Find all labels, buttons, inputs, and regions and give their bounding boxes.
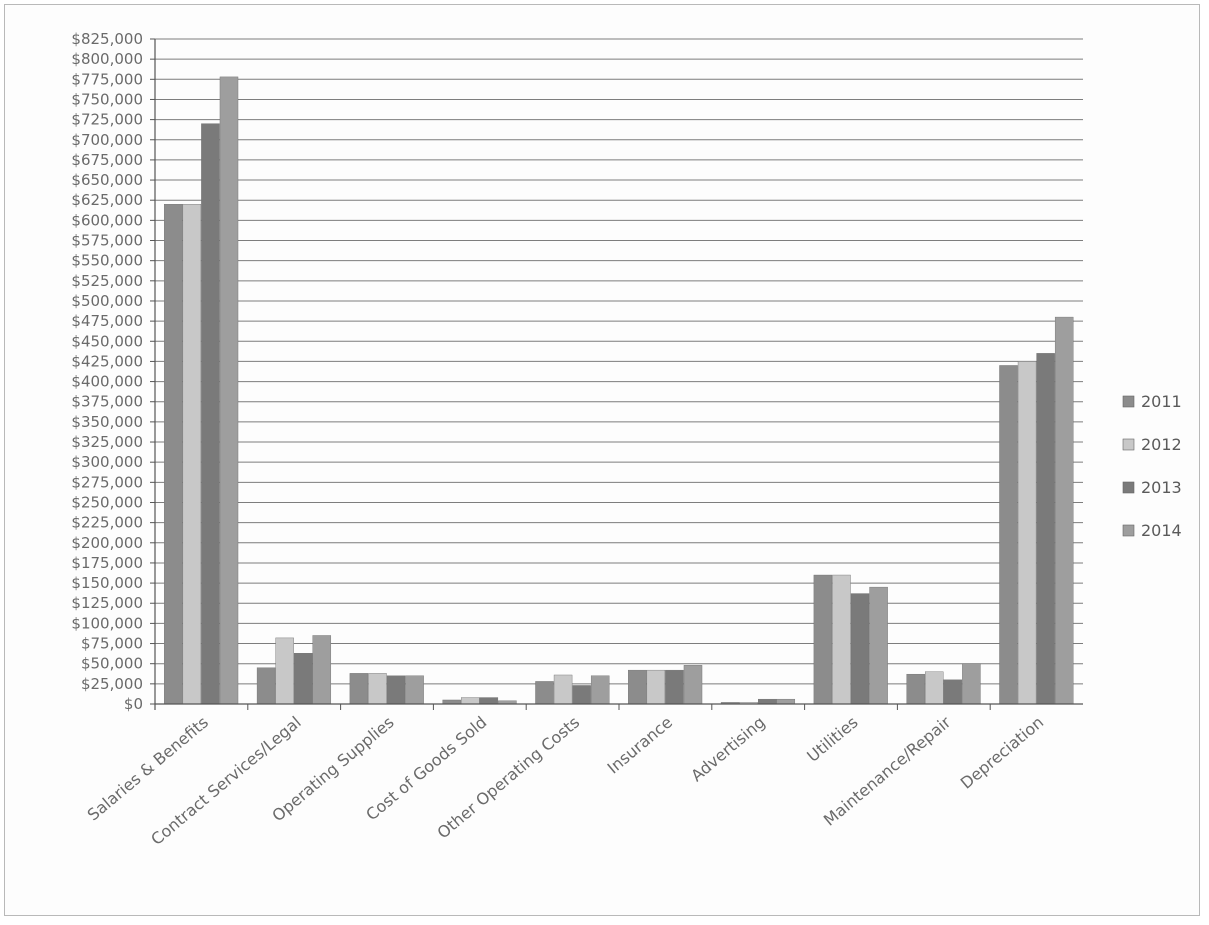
bar xyxy=(461,697,480,705)
bar-chart: $0 $25,000 $50,000 $75,000 $100,000 $125,000 $… xyxy=(71,30,1182,849)
y-tick-label: $300,000 xyxy=(71,453,143,471)
y-tick-label: $0 xyxy=(124,695,143,713)
bar xyxy=(275,637,294,705)
legend-swatch xyxy=(1122,524,1135,537)
x-category-label: Depreciation xyxy=(957,713,1047,793)
y-tick-label: $500,000 xyxy=(71,292,143,310)
legend-label: 2013 xyxy=(1141,478,1182,497)
legend-label: 2012 xyxy=(1141,435,1182,454)
y-tick-label: $175,000 xyxy=(71,554,143,572)
y-tick-label: $800,000 xyxy=(71,50,143,68)
bar xyxy=(628,669,647,705)
bar xyxy=(219,76,239,705)
bar xyxy=(572,685,591,705)
axes xyxy=(154,39,1083,710)
bar xyxy=(813,574,833,705)
bar xyxy=(665,669,684,705)
y-tick-label: $275,000 xyxy=(71,473,143,491)
bar xyxy=(256,667,276,705)
bar xyxy=(906,673,925,705)
bar xyxy=(758,698,777,705)
y-tick-label: $550,000 xyxy=(71,252,143,270)
x-category-label: Insurance xyxy=(604,713,676,778)
y-tick-label: $325,000 xyxy=(71,433,143,451)
legend: 2011 2012 2013 2014 xyxy=(1122,392,1182,540)
y-axis-tick-labels: $0 $25,000 $50,000 $75,000 $100,000 $125,000 $… xyxy=(71,30,143,713)
bar xyxy=(776,698,796,705)
bar xyxy=(999,365,1018,705)
bar xyxy=(479,697,499,705)
y-tick-label: $375,000 xyxy=(71,393,143,411)
bar xyxy=(1036,353,1055,705)
x-category-label: Advertising xyxy=(687,713,769,786)
x-category-label: Contract Services/Legal xyxy=(147,713,304,849)
bar xyxy=(1017,361,1037,705)
y-tick-label: $200,000 xyxy=(71,534,143,552)
y-tick-label: $425,000 xyxy=(71,352,143,370)
y-tick-label: $475,000 xyxy=(71,312,143,330)
x-category-label: Utilities xyxy=(803,713,861,766)
y-tick-label: $400,000 xyxy=(71,373,143,391)
y-tick-label: $625,000 xyxy=(71,191,143,209)
y-tick-label: $50,000 xyxy=(81,655,143,673)
y-tick-label: $750,000 xyxy=(71,90,143,108)
y-tick-label: $125,000 xyxy=(71,594,143,612)
y-tick-label: $600,000 xyxy=(71,211,143,229)
chart-frame: $0 $25,000 $50,000 $75,000 $100,000 $125,000 $… xyxy=(4,4,1200,916)
y-tick-label: $100,000 xyxy=(71,614,143,632)
bar xyxy=(182,204,202,705)
bar xyxy=(590,675,610,705)
y-tick-label: $450,000 xyxy=(71,332,143,350)
bar xyxy=(201,123,220,705)
bar xyxy=(646,669,666,705)
y-tick-label: $225,000 xyxy=(71,514,143,532)
bar xyxy=(442,699,461,705)
y-tick-label: $825,000 xyxy=(71,30,143,48)
y-tick-label: $775,000 xyxy=(71,70,143,88)
gridlines xyxy=(150,38,1083,705)
bar xyxy=(553,674,573,705)
bar xyxy=(962,663,981,705)
bar xyxy=(850,593,870,705)
bar xyxy=(312,635,332,705)
y-tick-label: $525,000 xyxy=(71,272,143,290)
y-tick-label: $650,000 xyxy=(71,171,143,189)
bar xyxy=(925,671,944,705)
legend-label: 2011 xyxy=(1141,392,1182,411)
legend-swatch xyxy=(1122,481,1135,494)
bar xyxy=(386,675,406,705)
bar xyxy=(943,679,963,705)
bar xyxy=(832,574,851,705)
y-tick-label: $150,000 xyxy=(71,574,143,592)
bar xyxy=(294,653,313,705)
legend-swatch xyxy=(1122,438,1135,451)
y-tick-label: $25,000 xyxy=(81,675,143,693)
legend-swatch xyxy=(1122,395,1135,408)
legend-label: 2014 xyxy=(1141,521,1182,540)
bar xyxy=(164,204,183,705)
y-tick-label: $250,000 xyxy=(71,493,143,511)
y-tick-label: $700,000 xyxy=(71,131,143,149)
bar xyxy=(349,673,369,705)
y-tick-label: $675,000 xyxy=(71,151,143,169)
y-tick-label: $725,000 xyxy=(71,111,143,129)
bar xyxy=(869,586,888,705)
y-tick-label: $75,000 xyxy=(81,635,143,653)
y-tick-label: $350,000 xyxy=(71,413,143,431)
bar xyxy=(1054,316,1074,705)
bar xyxy=(405,675,424,705)
bar xyxy=(535,681,554,705)
bar xyxy=(368,673,387,705)
bar xyxy=(683,665,703,705)
bars xyxy=(164,76,1074,705)
y-tick-label: $575,000 xyxy=(71,232,143,250)
